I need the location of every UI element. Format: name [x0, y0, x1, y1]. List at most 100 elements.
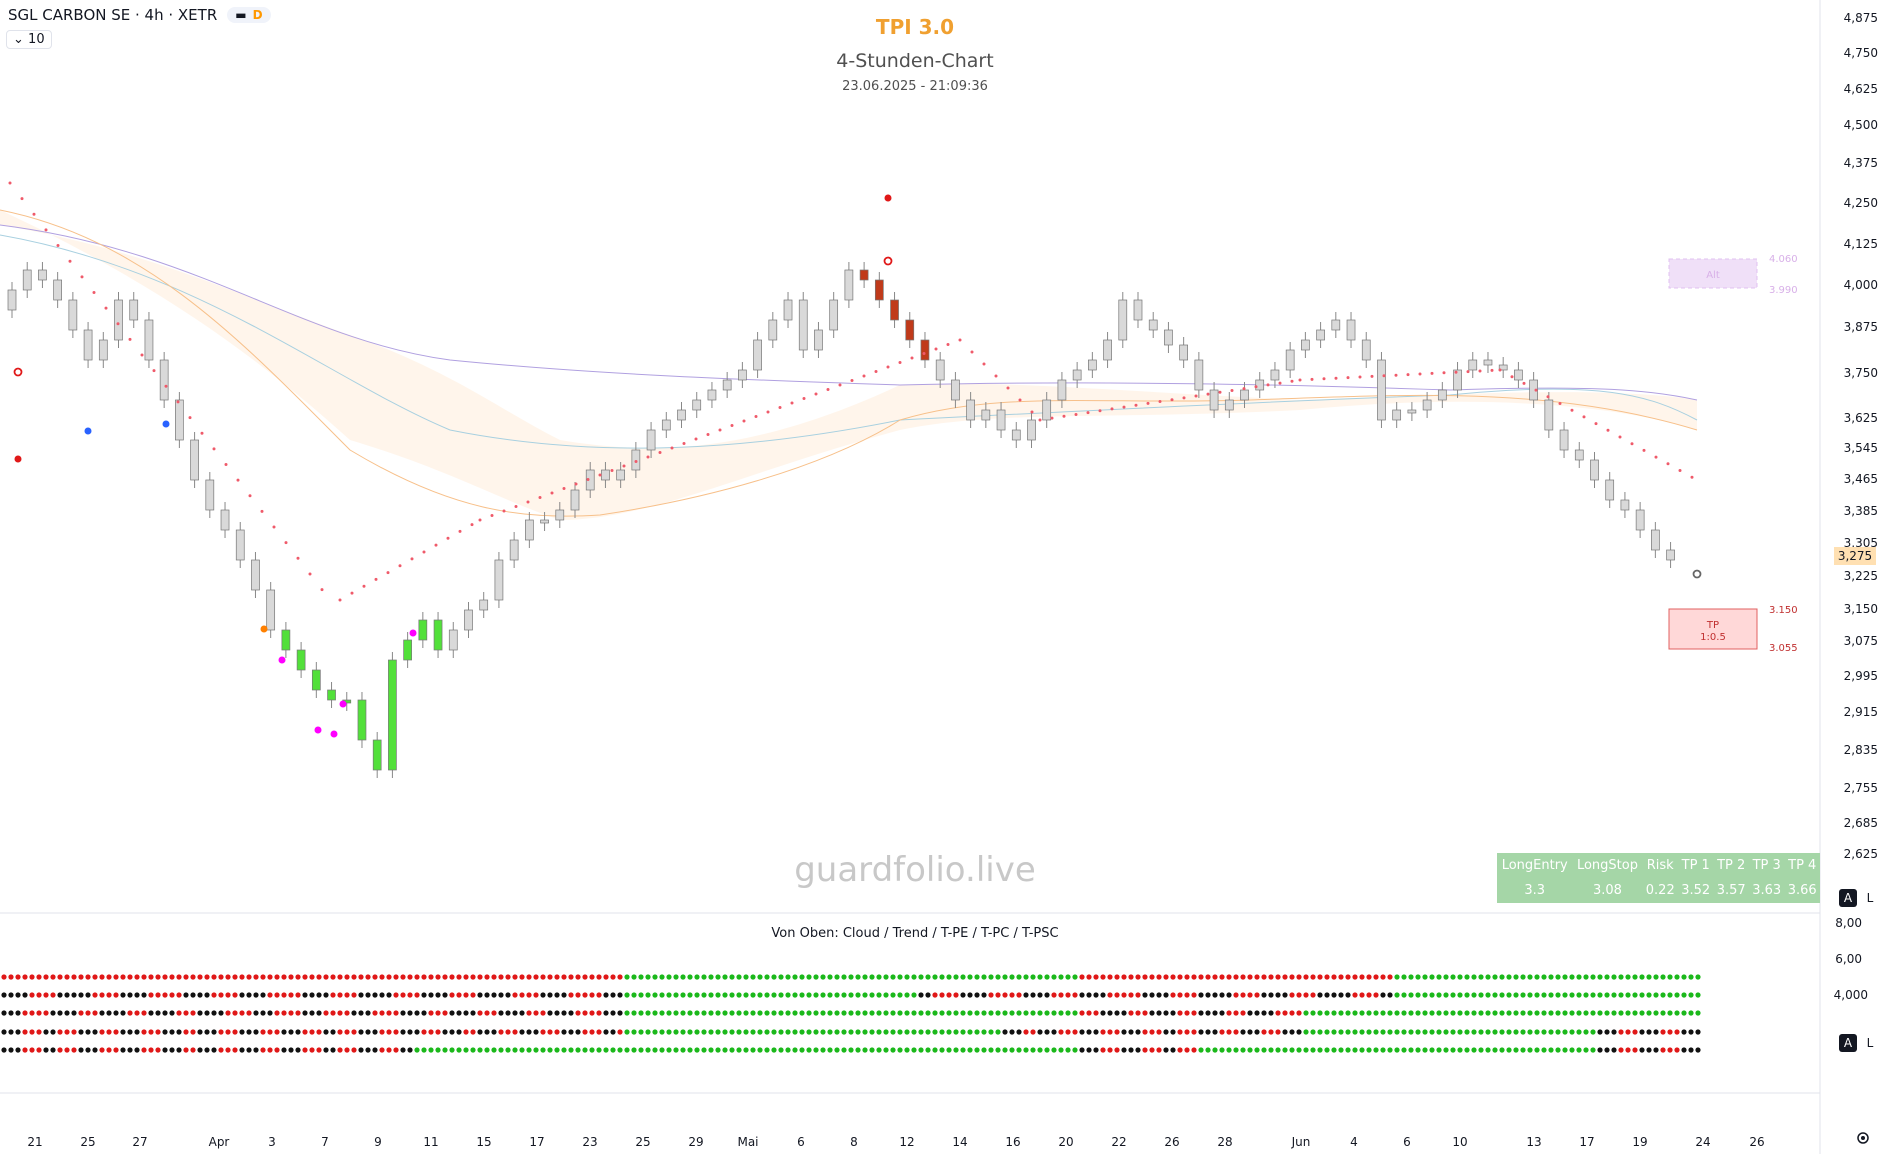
tpi-dot — [1457, 1010, 1463, 1016]
gear-icon[interactable] — [1855, 1130, 1871, 1146]
psar-dot — [1230, 388, 1234, 392]
tpi-dot — [659, 1010, 665, 1016]
tpi-dot — [498, 1010, 504, 1016]
candle-body — [1635, 509, 1645, 531]
tpi-dot — [827, 992, 833, 998]
tpi-dot — [981, 974, 987, 980]
tp-lower-value: 3.055 — [1769, 643, 1798, 654]
indicator-scale[interactable]: 8,00 6,00 4,000 — [1834, 916, 1868, 1002]
tpi-dot — [1429, 1029, 1435, 1035]
psar-dot — [1678, 469, 1682, 473]
tpi-dot — [85, 974, 91, 980]
tpi-dot — [162, 974, 168, 980]
time-label: 19 — [1632, 1135, 1647, 1149]
psar-dot — [946, 343, 950, 346]
tpi-dot — [1464, 1047, 1470, 1053]
tpi-dot — [169, 974, 175, 980]
tpi-dot — [1611, 1010, 1617, 1016]
tpi-dot — [904, 974, 910, 980]
tpi-dot — [589, 1029, 595, 1035]
psar-dot — [754, 415, 758, 418]
log-scale-button[interactable]: L — [1861, 889, 1879, 907]
tpi-dot — [953, 1010, 959, 1016]
indicator-scale-buttons[interactable]: A L — [1839, 1034, 1879, 1052]
price-label: 3,225 — [1844, 569, 1878, 583]
tpi-dot — [393, 992, 399, 998]
auto-scale-button[interactable]: A — [1839, 889, 1857, 907]
tpi-dot — [267, 974, 273, 980]
tpi-dot — [99, 1047, 105, 1053]
candlestick-series[interactable] — [7, 262, 1675, 778]
candle-body — [1574, 449, 1584, 461]
log-scale-button[interactable]: L — [1861, 1034, 1879, 1052]
tpi-dot — [1079, 1029, 1085, 1035]
auto-scale-button[interactable]: A — [1839, 1034, 1857, 1052]
tpi-dot — [792, 974, 798, 980]
tpi-dot — [1464, 1029, 1470, 1035]
tpi-dot — [750, 1029, 756, 1035]
tpi-dot — [1317, 1029, 1323, 1035]
tpi-dot — [715, 1010, 721, 1016]
candle-body — [555, 509, 565, 521]
time-axis[interactable]: 21 25 27 Apr 3 7 9 11 15 17 23 25 29 Mai 6 8 12 14 16 20 22 2… — [27, 1135, 1764, 1149]
tpi-dot — [764, 974, 770, 980]
time-label: 20 — [1058, 1135, 1073, 1149]
tpi-dot — [232, 1029, 238, 1035]
tpi-dot — [1170, 1029, 1176, 1035]
tpi-dot — [36, 1047, 42, 1053]
tpi-dot — [1177, 1047, 1183, 1053]
tpi-dot — [442, 992, 448, 998]
tpi-dot — [722, 974, 728, 980]
tpi-dot — [764, 1047, 770, 1053]
tpi-dot — [1149, 1010, 1155, 1016]
tpi-dot — [1499, 1029, 1505, 1035]
symbol-title[interactable]: SGL CARBON SE · 4h · XETR ▬ D — [8, 6, 271, 24]
interval-dropdown[interactable]: ⌄ 10 — [6, 30, 52, 49]
psar-dot — [1098, 409, 1102, 413]
tpi-dot — [1639, 974, 1645, 980]
tpi-dot — [1695, 1029, 1701, 1035]
psar-dot — [296, 556, 300, 560]
psar-dot — [272, 525, 276, 529]
psar-dot — [886, 365, 890, 369]
tpi-dot — [1170, 974, 1176, 980]
tpi-dot — [1177, 1029, 1183, 1035]
price-scale[interactable]: 4,875 4,750 4,625 4,500 4,375 4,250 4,12… — [1844, 11, 1878, 861]
tpi-dot — [1058, 992, 1064, 998]
tpi-dot — [253, 1029, 259, 1035]
tpi-dot — [1058, 1010, 1064, 1016]
alt-target-box[interactable] — [1668, 258, 1758, 289]
psar-dot — [1278, 381, 1282, 385]
time-label: 14 — [952, 1135, 967, 1149]
tpi-dot — [1219, 1029, 1225, 1035]
tpi-dot — [1450, 1029, 1456, 1035]
tpi-dot — [1513, 1010, 1519, 1016]
status-badge[interactable]: ▬ D — [227, 7, 271, 23]
psar-dot — [1242, 387, 1246, 391]
tpi-dot — [736, 992, 742, 998]
tpi-dot — [1051, 1029, 1057, 1035]
tpi-dot — [946, 992, 952, 998]
tpi-dot — [1002, 992, 1008, 998]
main-scale-buttons[interactable]: A L — [1839, 889, 1879, 907]
tpi-dot — [1520, 1047, 1526, 1053]
tpi-dot — [1590, 1047, 1596, 1053]
candle-body — [129, 299, 139, 321]
time-label: 7 — [321, 1135, 329, 1149]
candle-body — [1194, 359, 1204, 391]
tp-target-box[interactable] — [1668, 608, 1758, 650]
tpi-dot — [687, 1047, 693, 1053]
tpi-dot — [330, 974, 336, 980]
tpi-dot — [519, 1029, 525, 1035]
tpi-dot — [414, 974, 420, 980]
tpi-dot — [393, 1010, 399, 1016]
tpi-dot — [456, 974, 462, 980]
tpi-dot — [1485, 974, 1491, 980]
tp-upper-value: 3.150 — [1769, 605, 1798, 616]
tpi-dot — [869, 1029, 875, 1035]
tpi-dot — [1212, 1047, 1218, 1053]
tpi-dot — [1604, 992, 1610, 998]
tpi-dot — [1422, 1047, 1428, 1053]
symbol-name[interactable]: SGL CARBON SE · 4h · XETR — [8, 6, 218, 24]
